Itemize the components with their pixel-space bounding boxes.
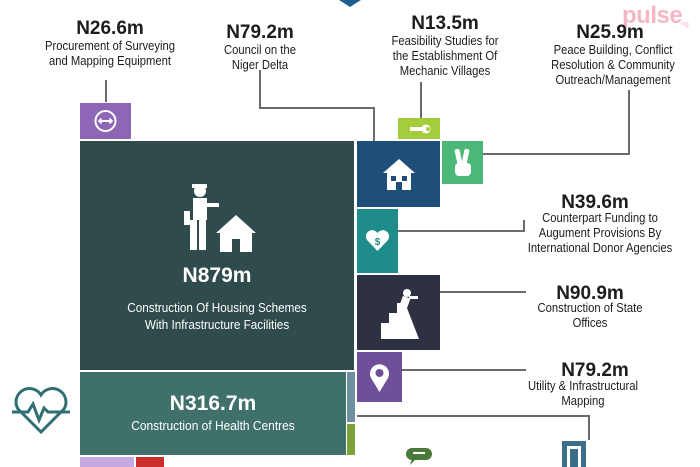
- connector-utility: [402, 369, 526, 371]
- door-icon: [562, 441, 586, 467]
- surveying-label-line: Procurement of Surveying: [44, 39, 176, 53]
- housing-label-line: Construction Of Housing Schemes: [127, 300, 307, 315]
- state-offices-label: Construction of State Offices: [514, 301, 667, 331]
- utility-tile: [357, 352, 402, 402]
- feasibility-amount: N13.5m: [411, 13, 479, 34]
- olive-sliver-tile: [347, 424, 355, 455]
- top-notch-decoration: [339, 0, 361, 7]
- chat-icon: [406, 448, 432, 465]
- connector-surveying: [105, 80, 107, 102]
- counterpart-label: Counterpart Funding to Augument Provisio…: [515, 211, 686, 256]
- connector-bottom-v: [588, 415, 590, 440]
- utility-label-line: Mapping: [561, 394, 605, 408]
- housing-amount: N879m: [182, 264, 252, 287]
- feasibility-label: Feasibility Studies for the Establishmen…: [369, 34, 522, 79]
- peace-label: Peace Building, Conflict Resolution & Co…: [528, 43, 699, 88]
- connector-niger-delta-v1: [259, 70, 261, 108]
- connector-niger-delta-h: [259, 107, 374, 109]
- peace-label-line: Resolution & Community: [551, 58, 675, 72]
- feasibility-label-line: the Establishment Of: [392, 49, 498, 63]
- connector-peace-h: [483, 153, 630, 155]
- feasibility-tile: [398, 118, 440, 139]
- measure-icon: [94, 110, 117, 132]
- house-icon: [383, 159, 415, 190]
- housing-label-line: With Infrastructure Facilities: [144, 317, 290, 332]
- niger-delta-amount: N79.2m: [226, 22, 294, 43]
- health-tile: N316.7m Construction of Health Centres: [80, 372, 346, 455]
- feasibility-label-line: Feasibility Studies for: [391, 34, 499, 48]
- map-pin-icon: [370, 364, 389, 392]
- surveying-amount: N26.6m: [76, 18, 144, 39]
- peace-amount: N25.9m: [576, 22, 644, 43]
- state-offices-amount: N90.9m: [556, 283, 624, 304]
- climber-icon: [381, 289, 419, 339]
- connector-feasibility: [420, 82, 422, 119]
- pulse-logo-suffix: .ng: [679, 21, 689, 28]
- peace-label-line: Peace Building, Conflict: [553, 43, 673, 57]
- feasibility-label-line: Mechanic Villages: [399, 64, 491, 78]
- surveying-tile: [80, 103, 131, 139]
- slate-sliver-tile: [347, 372, 355, 422]
- housing-tile: N879m Construction Of Housing Schemes Wi…: [80, 141, 354, 370]
- utility-label-line: Utility & Infrastructural: [527, 379, 639, 393]
- lavender-tile: [80, 457, 134, 467]
- state-offices-label-line: Construction of State: [537, 301, 643, 315]
- niger-delta-label-line: Niger Delta: [231, 58, 289, 72]
- peace-label-line: Outreach/Management: [555, 73, 671, 87]
- counterpart-label-line: Counterpart Funding to: [542, 211, 658, 225]
- utility-label: Utility & Infrastructural Mapping: [502, 379, 664, 409]
- niger-delta-label-line: Council on the: [224, 43, 296, 57]
- connector-niger-delta-v2: [373, 107, 375, 147]
- state-offices-label-line: Offices: [572, 316, 608, 330]
- peace-hand-icon: [454, 148, 471, 176]
- state-offices-tile: [357, 275, 440, 350]
- svg-text:$: $: [375, 237, 381, 248]
- utility-amount: N79.2m: [561, 360, 629, 381]
- niger-delta-label: Council on the Niger Delta: [188, 43, 332, 73]
- builder-house-icon: [184, 184, 256, 252]
- heart-dollar-icon: $: [365, 230, 390, 251]
- surveying-label: Procurement of Surveying and Mapping Equ…: [25, 39, 196, 69]
- counterpart-label-line: Augument Provisions By: [538, 226, 662, 240]
- connector-peace-v: [628, 90, 630, 155]
- health-amount: N316.7m: [169, 392, 257, 415]
- wrench-icon: [410, 124, 431, 134]
- red-tile: [136, 457, 164, 467]
- housing-label: Construction Of Housing Schemes With Inf…: [94, 299, 341, 333]
- connector-counterpart-v: [523, 220, 525, 232]
- counterpart-label-line: International Donor Agencies: [527, 241, 673, 255]
- connector-bottom-h: [357, 415, 589, 417]
- connector-counterpart-h: [398, 230, 524, 232]
- pulse-logo: pulse: [622, 2, 683, 29]
- niger-delta-tile: [357, 141, 440, 207]
- counterpart-tile: $: [357, 209, 398, 273]
- health-label: Construction of Health Centres: [131, 418, 295, 433]
- connector-state-offices: [400, 291, 526, 293]
- surveying-label-line: and Mapping Equipment: [49, 54, 171, 68]
- heartbeat-icon: [12, 387, 70, 435]
- counterpart-amount: N39.6m: [561, 192, 629, 213]
- peace-tile: [442, 141, 483, 184]
